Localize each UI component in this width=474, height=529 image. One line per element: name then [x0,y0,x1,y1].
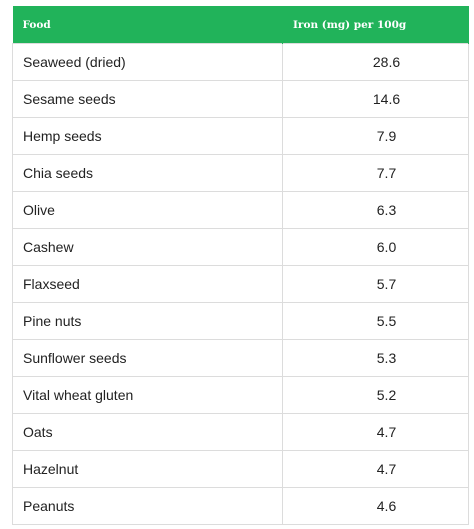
iron-cell: 4.7 [282,450,469,488]
column-header-food: Food [12,6,283,44]
table-row: Vital wheat gluten 5.2 [12,376,469,414]
table-header: Food Iron (mg) per 100g [12,6,469,44]
table-row: Seaweed (dried) 28.6 [12,43,469,81]
food-cell: Pine nuts [12,302,283,340]
food-cell: Oats [12,413,283,451]
iron-cell: 6.0 [282,228,469,266]
food-cell: Flaxseed [12,265,283,303]
table-row: Sesame seeds 14.6 [12,80,469,118]
table-row: Flaxseed 5.7 [12,265,469,303]
food-cell: Chia seeds [12,154,283,192]
table-row: Pine nuts 5.5 [12,302,469,340]
iron-cell: 5.7 [282,265,469,303]
iron-cell: 5.3 [282,339,469,377]
food-cell: Cashew [12,228,283,266]
table-row: Peanuts 4.6 [12,487,469,525]
food-cell: Hazelnut [12,450,283,488]
table-row: Cashew 6.0 [12,228,469,266]
iron-table-container: Food Iron (mg) per 100g Seaweed (dried) … [12,6,469,525]
iron-content-table: Food Iron (mg) per 100g Seaweed (dried) … [12,6,469,525]
food-cell: Peanuts [12,487,283,525]
food-cell: Sunflower seeds [12,339,283,377]
food-cell: Olive [12,191,283,229]
table-row: Olive 6.3 [12,191,469,229]
table-row: Chia seeds 7.7 [12,154,469,192]
iron-cell: 4.6 [282,487,469,525]
food-cell: Sesame seeds [12,80,283,118]
iron-cell: 28.6 [282,43,469,81]
header-row: Food Iron (mg) per 100g [12,6,469,44]
iron-cell: 14.6 [282,80,469,118]
iron-cell: 6.3 [282,191,469,229]
food-cell: Vital wheat gluten [12,376,283,414]
food-cell: Hemp seeds [12,117,283,155]
table-row: Sunflower seeds 5.3 [12,339,469,377]
iron-cell: 5.2 [282,376,469,414]
table-row: Hemp seeds 7.9 [12,117,469,155]
iron-cell: 7.9 [282,117,469,155]
table-body: Seaweed (dried) 28.6 Sesame seeds 14.6 H… [12,43,469,525]
iron-cell: 5.5 [282,302,469,340]
iron-cell: 4.7 [282,413,469,451]
table-row: Oats 4.7 [12,413,469,451]
column-header-iron: Iron (mg) per 100g [282,6,469,44]
food-cell: Seaweed (dried) [12,43,283,81]
iron-cell: 7.7 [282,154,469,192]
table-row: Hazelnut 4.7 [12,450,469,488]
